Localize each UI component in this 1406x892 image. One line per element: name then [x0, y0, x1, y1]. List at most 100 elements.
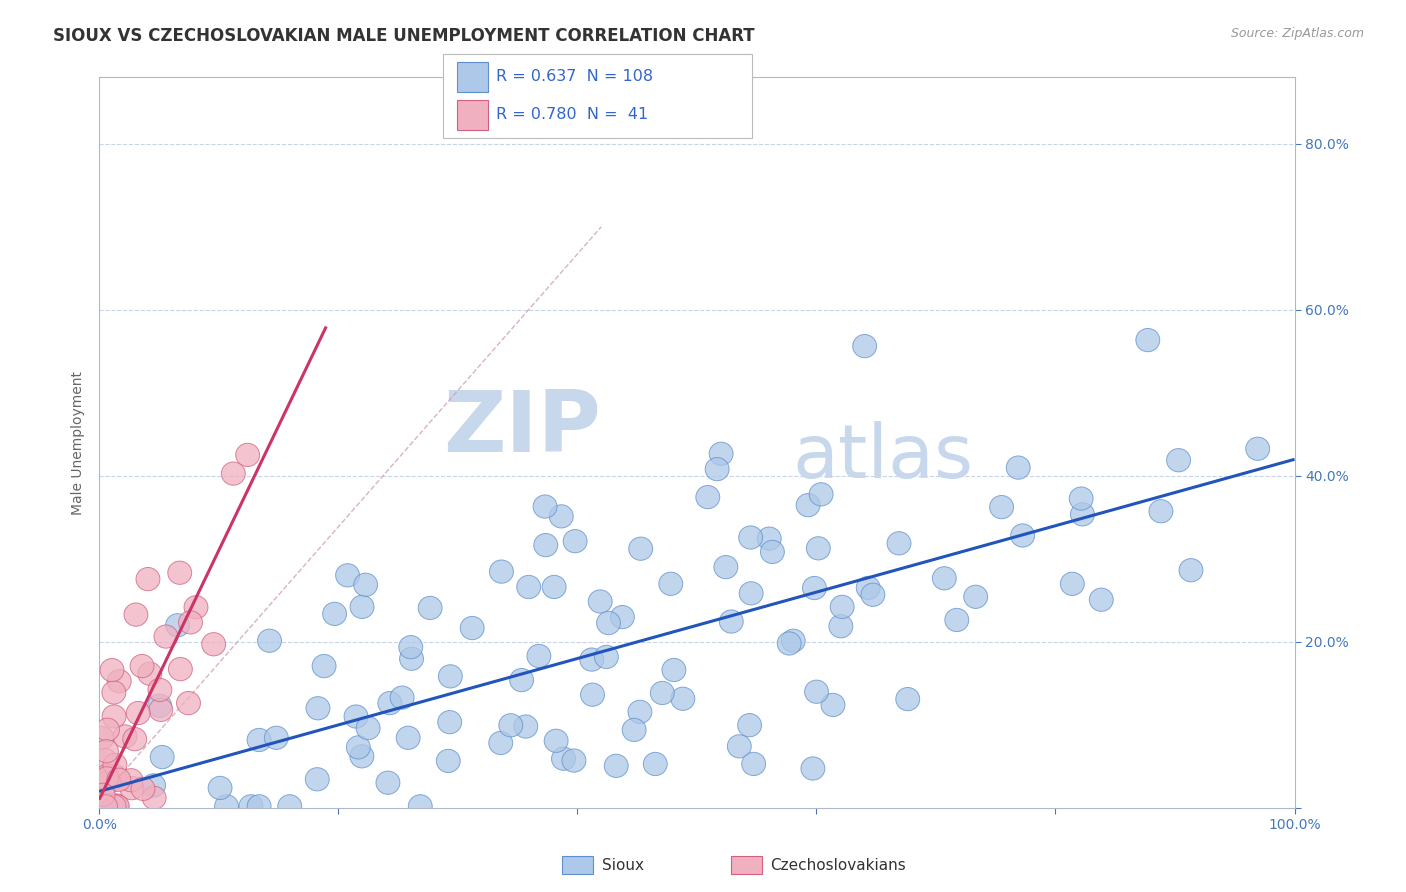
Ellipse shape [103, 795, 127, 818]
Ellipse shape [513, 714, 537, 739]
Ellipse shape [120, 777, 143, 800]
Ellipse shape [551, 747, 575, 771]
Ellipse shape [127, 701, 150, 724]
Ellipse shape [610, 606, 634, 629]
Ellipse shape [714, 556, 738, 579]
Ellipse shape [990, 495, 1014, 519]
Ellipse shape [659, 572, 683, 596]
Text: SIOUX VS CZECHOSLOVAKIAN MALE UNEMPLOYMENT CORRELATION CHART: SIOUX VS CZECHOSLOVAKIAN MALE UNEMPLOYME… [53, 27, 755, 45]
Ellipse shape [236, 443, 260, 467]
Ellipse shape [727, 735, 751, 758]
Ellipse shape [201, 632, 225, 656]
Ellipse shape [354, 574, 378, 597]
Ellipse shape [796, 493, 820, 516]
Ellipse shape [408, 795, 432, 818]
Ellipse shape [1136, 328, 1160, 351]
Ellipse shape [322, 602, 346, 625]
Ellipse shape [671, 687, 695, 710]
Ellipse shape [544, 729, 568, 753]
Ellipse shape [142, 773, 166, 797]
Ellipse shape [945, 608, 969, 632]
Ellipse shape [738, 714, 762, 737]
Ellipse shape [208, 776, 232, 799]
Ellipse shape [738, 526, 762, 549]
Ellipse shape [801, 757, 825, 780]
Ellipse shape [177, 691, 201, 714]
Ellipse shape [112, 725, 136, 748]
Ellipse shape [107, 670, 131, 693]
Ellipse shape [101, 681, 125, 704]
Ellipse shape [550, 505, 574, 528]
Ellipse shape [131, 777, 155, 800]
Ellipse shape [489, 731, 513, 755]
Ellipse shape [709, 442, 733, 466]
Ellipse shape [104, 794, 128, 817]
Ellipse shape [91, 783, 115, 806]
Ellipse shape [662, 658, 686, 681]
Ellipse shape [221, 462, 245, 485]
Ellipse shape [628, 700, 652, 723]
Ellipse shape [167, 561, 191, 584]
Ellipse shape [346, 736, 370, 759]
Ellipse shape [1149, 500, 1173, 523]
Ellipse shape [534, 533, 558, 557]
Ellipse shape [344, 705, 368, 728]
Ellipse shape [644, 752, 668, 776]
Ellipse shape [247, 729, 271, 752]
Ellipse shape [588, 590, 612, 613]
Ellipse shape [439, 665, 463, 688]
Ellipse shape [860, 583, 884, 607]
Ellipse shape [543, 575, 567, 599]
Ellipse shape [94, 767, 118, 790]
Ellipse shape [1246, 437, 1270, 460]
Text: atlas: atlas [793, 421, 973, 494]
Ellipse shape [628, 537, 652, 560]
Ellipse shape [96, 764, 120, 788]
Ellipse shape [1070, 503, 1094, 526]
Ellipse shape [932, 566, 956, 590]
Ellipse shape [150, 746, 174, 769]
Text: R = 0.780  N =  41: R = 0.780 N = 41 [496, 107, 648, 122]
Ellipse shape [239, 795, 263, 818]
Ellipse shape [896, 688, 920, 711]
Ellipse shape [460, 616, 484, 640]
Ellipse shape [96, 718, 120, 741]
Ellipse shape [579, 648, 603, 671]
Ellipse shape [100, 658, 124, 681]
Ellipse shape [148, 678, 172, 702]
Ellipse shape [124, 603, 148, 626]
Ellipse shape [399, 648, 423, 671]
Ellipse shape [533, 495, 557, 518]
Text: R = 0.637  N = 108: R = 0.637 N = 108 [496, 69, 654, 84]
Ellipse shape [418, 597, 441, 620]
Ellipse shape [706, 458, 730, 481]
Ellipse shape [830, 595, 853, 618]
Ellipse shape [720, 610, 744, 633]
Ellipse shape [651, 681, 675, 705]
Ellipse shape [758, 527, 782, 550]
Ellipse shape [103, 753, 127, 777]
Ellipse shape [1007, 456, 1031, 479]
Ellipse shape [90, 726, 114, 749]
Ellipse shape [166, 614, 190, 637]
Ellipse shape [94, 739, 118, 763]
Text: Source: ZipAtlas.com: Source: ZipAtlas.com [1230, 27, 1364, 40]
Ellipse shape [830, 615, 853, 638]
Ellipse shape [107, 768, 131, 791]
Ellipse shape [1180, 558, 1204, 582]
Ellipse shape [184, 596, 208, 619]
Ellipse shape [596, 611, 620, 634]
Ellipse shape [856, 576, 880, 599]
Ellipse shape [437, 711, 461, 734]
Ellipse shape [804, 680, 828, 704]
Ellipse shape [396, 726, 420, 749]
Ellipse shape [1090, 588, 1114, 611]
Ellipse shape [148, 694, 172, 717]
Ellipse shape [103, 764, 127, 788]
Ellipse shape [564, 530, 588, 553]
Ellipse shape [257, 629, 281, 652]
Ellipse shape [155, 625, 179, 648]
Ellipse shape [247, 795, 271, 818]
Text: ZIP: ZIP [443, 386, 602, 469]
Ellipse shape [517, 575, 541, 599]
